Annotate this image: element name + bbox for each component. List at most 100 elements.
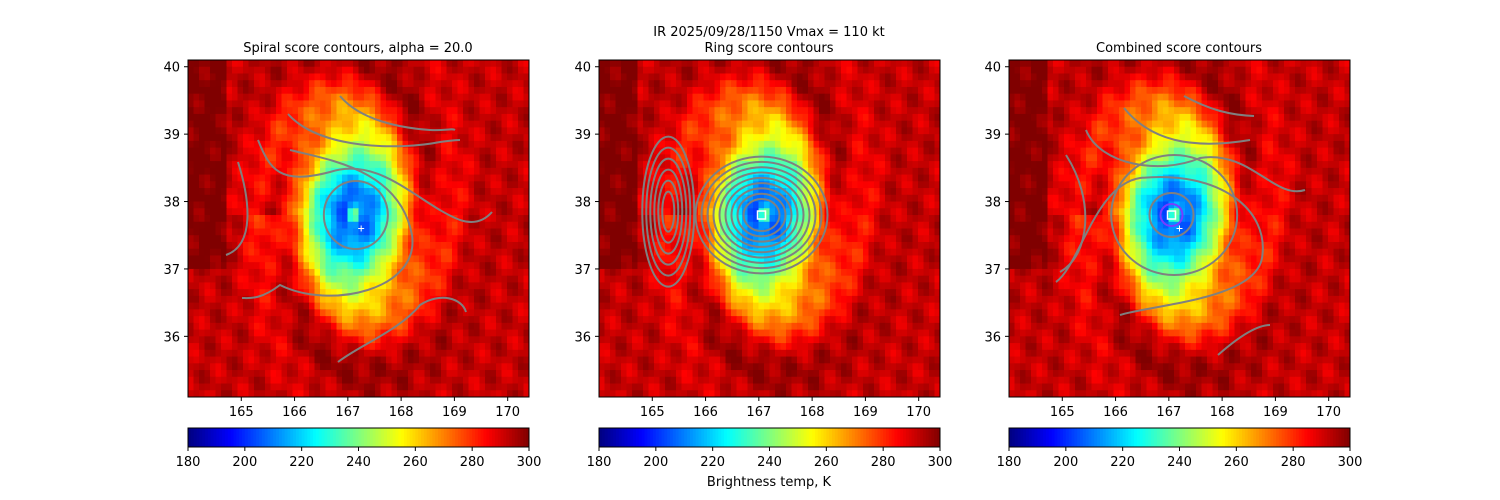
heatmap-cell [934,228,940,236]
heatmap-cell [320,356,327,364]
heatmap-cell [923,228,930,236]
heatmap-cell [215,161,222,169]
heatmap-cell [698,66,705,75]
heatmap-cell [237,349,244,358]
heatmap-cell [248,376,255,385]
heatmap-cell [665,113,672,122]
heatmap-cell [643,80,650,88]
heatmap-cell [474,66,481,75]
heatmap-cell [375,93,382,102]
heatmap-cell [243,201,250,209]
heatmap-cell [797,154,804,162]
heatmap-cell [303,66,310,75]
heatmap-cell [621,167,628,176]
heatmap-cell [485,255,492,263]
heatmap-cell [841,80,848,88]
heatmap-cell [490,309,497,317]
heatmap-cell [193,215,200,223]
heatmap-cell [265,93,272,102]
heatmap-cell [764,154,771,162]
heatmap-cell [786,194,793,203]
heatmap-cell [890,167,897,176]
heatmap-cell [496,66,503,75]
heatmap-cell [923,147,930,155]
heatmap-cell [490,295,497,304]
heatmap-cell [879,194,886,203]
heatmap-cell [193,363,200,371]
heatmap-cell [430,194,437,203]
heatmap-cell [441,154,448,162]
heatmap-cell [188,316,195,324]
heatmap-cell [380,309,387,317]
heatmap-cell [512,167,519,176]
heatmap-cell [303,275,310,284]
heatmap-cell [501,316,508,324]
heatmap-cell [496,316,503,324]
heatmap-cell [901,221,908,230]
heatmap-cell [375,100,382,108]
heatmap-cell [474,322,481,331]
heatmap-cell [901,194,908,203]
heatmap-cell [270,282,277,290]
heatmap-cell [419,208,426,216]
heatmap-cell [463,140,470,149]
heatmap-cell [797,161,804,169]
heatmap-cell [918,60,925,68]
heatmap-cell [397,167,404,176]
heatmap-cell [287,208,294,216]
heatmap-cell [331,370,338,378]
heatmap-cell [204,383,211,391]
heatmap-cell [380,336,387,344]
heatmap-cell [681,60,688,68]
heatmap-cell [709,235,716,243]
heatmap-cell [298,329,305,337]
heatmap-cell [742,181,749,189]
heatmap-cell [441,241,448,250]
heatmap-cell [270,208,277,216]
heatmap-cell [463,262,470,270]
heatmap-cell [896,174,903,182]
heatmap-cell [479,228,486,236]
heatmap-cell [446,127,453,135]
heatmap-cell [490,120,497,128]
heatmap-cell [402,370,409,378]
heatmap-cell [391,363,398,371]
heatmap-cell [490,107,497,115]
heatmap-cell [725,208,732,216]
heatmap-cell [336,93,343,102]
heatmap-cell [791,134,798,142]
heatmap-cell [441,329,448,337]
heatmap-cell [485,356,492,364]
heatmap-cell [276,255,283,263]
heatmap-cell [419,201,426,209]
heatmap-cell [507,390,514,397]
heatmap-cell [659,228,666,236]
colorbar-segment [290,428,294,447]
heatmap-cell [703,241,710,250]
heatmap-cell [786,66,793,75]
heatmap-cell [626,66,633,75]
heatmap-cell [276,120,283,128]
heatmap-cell [791,221,798,230]
heatmap-cell [676,161,683,169]
heatmap-cell [698,134,705,142]
heatmap-cell [808,60,815,68]
heatmap-cell [637,228,644,236]
heatmap-cell [259,356,266,364]
heatmap-cell [270,275,277,284]
heatmap-cell [353,86,360,95]
heatmap-cell [199,383,206,391]
heatmap-cell [193,107,200,115]
heatmap-cell [358,248,365,257]
heatmap-cell [270,188,277,196]
heatmap-cell [463,370,470,378]
heatmap-cell [753,120,760,128]
heatmap-cell [199,80,206,88]
heatmap-cell [485,322,492,331]
heatmap-cell [446,134,453,142]
heatmap-cell [868,100,875,108]
heatmap-cell [347,154,354,162]
heatmap-cell [692,188,699,196]
heatmap-cell [435,322,442,331]
heatmap-cell [485,235,492,243]
